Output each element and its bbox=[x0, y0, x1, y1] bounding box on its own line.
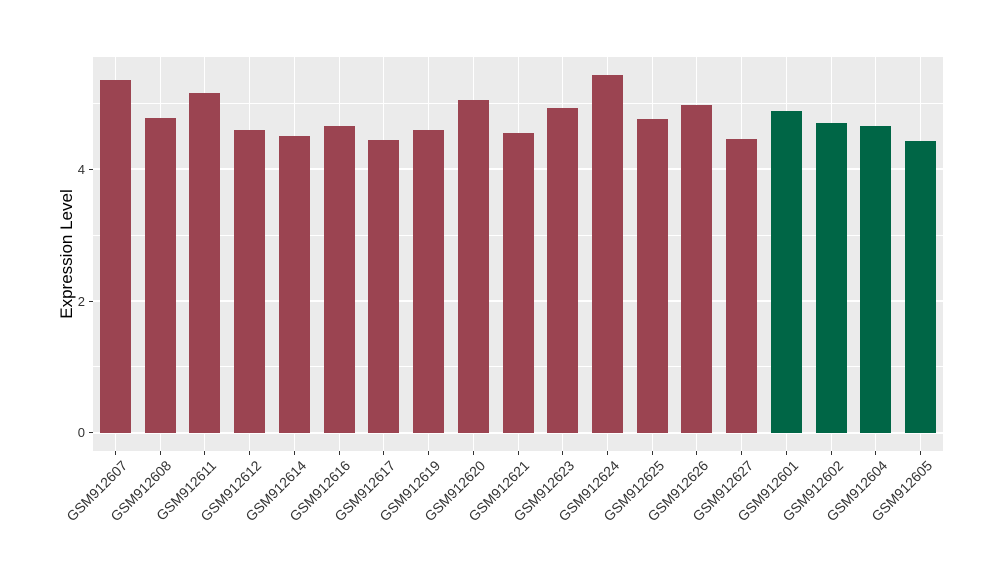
x-tick-mark bbox=[159, 451, 161, 455]
bar-GSM912607 bbox=[99, 80, 131, 433]
bar-GSM912617 bbox=[368, 139, 400, 433]
bar-GSM912624 bbox=[591, 74, 623, 433]
x-tick-mark bbox=[830, 451, 832, 455]
y-tick-mark bbox=[89, 432, 93, 434]
bar-GSM912602 bbox=[815, 122, 847, 433]
x-tick-mark bbox=[293, 451, 295, 455]
y-tick-label: 4 bbox=[77, 161, 85, 177]
x-tick-mark bbox=[383, 451, 385, 455]
bar-GSM912601 bbox=[770, 110, 802, 433]
bar-GSM912604 bbox=[860, 126, 892, 433]
x-tick-mark bbox=[651, 451, 653, 455]
x-tick-mark bbox=[114, 451, 116, 455]
y-tick-mark bbox=[89, 168, 93, 170]
x-tick-mark bbox=[696, 451, 698, 455]
bar-GSM912608 bbox=[144, 118, 176, 433]
x-tick-mark bbox=[920, 451, 922, 455]
bar-GSM912619 bbox=[413, 130, 445, 433]
bar-GSM912616 bbox=[323, 126, 355, 433]
x-tick-mark bbox=[562, 451, 564, 455]
x-tick-mark bbox=[606, 451, 608, 455]
bar-GSM912625 bbox=[636, 119, 668, 433]
x-tick-mark bbox=[428, 451, 430, 455]
bar-GSM912623 bbox=[547, 108, 579, 433]
bar-GSM912612 bbox=[234, 130, 266, 433]
x-tick-mark bbox=[517, 451, 519, 455]
bar-GSM912614 bbox=[278, 135, 310, 433]
x-tick-mark bbox=[741, 451, 743, 455]
x-tick-mark bbox=[785, 451, 787, 455]
bar-GSM912620 bbox=[457, 100, 489, 433]
bar-GSM912626 bbox=[681, 105, 713, 433]
x-tick-mark bbox=[338, 451, 340, 455]
y-tick-mark bbox=[89, 300, 93, 302]
bar-GSM912621 bbox=[502, 132, 534, 433]
x-tick-mark bbox=[875, 451, 877, 455]
bar-GSM912611 bbox=[189, 92, 221, 433]
x-tick-mark bbox=[249, 451, 251, 455]
plot-panel bbox=[93, 57, 943, 451]
y-tick-label: 2 bbox=[77, 293, 85, 309]
bar-GSM912627 bbox=[726, 139, 758, 433]
x-tick-mark bbox=[472, 451, 474, 455]
y-tick-label: 0 bbox=[77, 425, 85, 441]
x-tick-mark bbox=[204, 451, 206, 455]
bar-GSM912605 bbox=[905, 141, 937, 433]
